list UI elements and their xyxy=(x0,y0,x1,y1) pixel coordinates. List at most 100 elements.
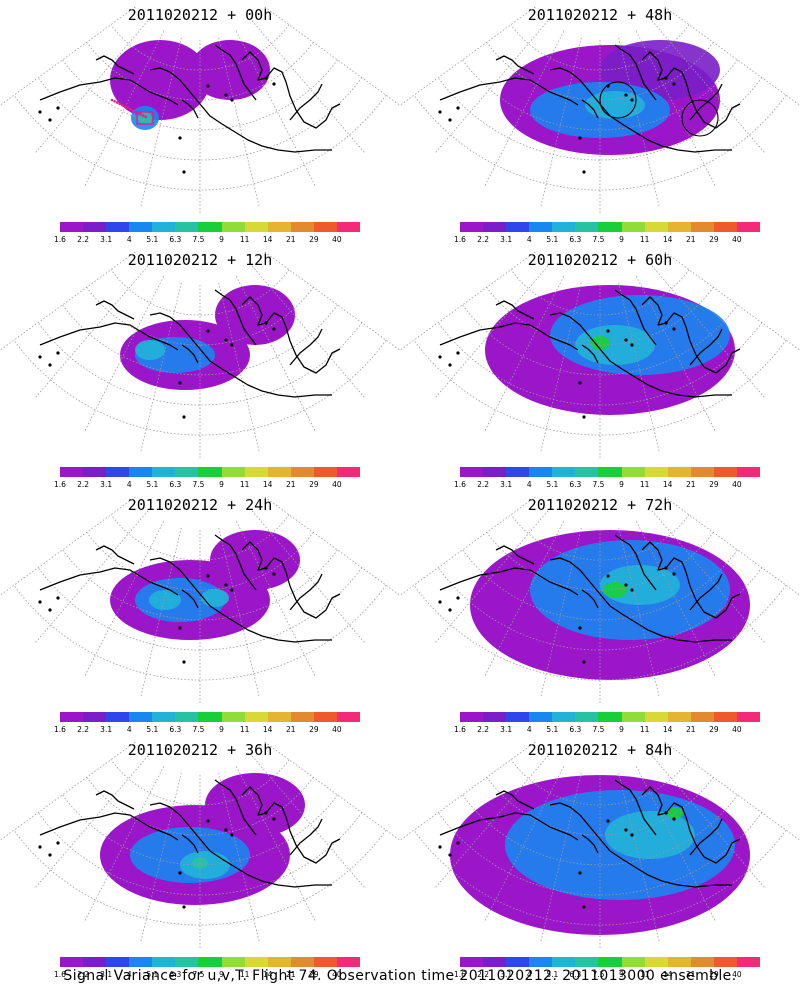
colorbar-segment xyxy=(460,712,484,722)
colorbar-label: 4 xyxy=(126,725,132,734)
colorbar-label: 4 xyxy=(526,235,532,244)
colorbar-segment xyxy=(313,467,337,477)
colorbar-segment xyxy=(460,467,484,477)
colorbar-segment xyxy=(106,222,130,232)
coastlines xyxy=(38,289,341,419)
field-contour xyxy=(210,530,300,590)
colorbar-label: 1.6 xyxy=(54,725,66,734)
colorbar-segment xyxy=(667,467,691,477)
forecast-panel: 2011020212 + 00h 1.6 2.2 3.1 4 5.1 6.3 7.5 9 11 14… xyxy=(0,0,400,245)
colorbar-segment xyxy=(267,222,291,232)
variance-field xyxy=(120,285,295,390)
colorbar-label: 11 xyxy=(639,725,650,734)
colorbar-segment xyxy=(198,712,222,722)
colorbar-labels: 1.6 2.2 3.1 4 5.1 6.3 7.5 9 11 14 21 29 40 xyxy=(454,970,760,980)
colorbar-label: 11 xyxy=(639,970,650,979)
panel-title: 2011020212 + 60h xyxy=(527,251,673,269)
colorbar-segment xyxy=(106,712,130,722)
colorbar-labels: 1.6 2.2 3.1 4 5.1 6.3 7.5 9 11 14 21 29 40 xyxy=(54,480,360,490)
colorbar-segment xyxy=(644,222,668,232)
field-contour xyxy=(149,590,181,610)
colorbar-segment xyxy=(336,467,361,477)
colorbar-segment xyxy=(152,712,176,722)
colorbar-label: 9 xyxy=(619,480,624,489)
panel-title: 2011020212 + 36h xyxy=(127,741,273,759)
colorbar-segment xyxy=(460,957,484,967)
panel-title: 2011020212 + 48h xyxy=(527,6,673,24)
field-contour xyxy=(110,40,210,120)
colorbar-label: 14 xyxy=(662,970,673,979)
colorbar-label: 9 xyxy=(619,235,624,244)
colorbar-label: 1.6 xyxy=(454,725,466,734)
colorbar-label: 29 xyxy=(709,480,719,489)
colorbar-label: 9 xyxy=(219,970,224,979)
coastlines xyxy=(438,289,741,419)
colorbar-label: 7.5 xyxy=(192,235,205,244)
colorbar-segment xyxy=(244,712,268,722)
variance-field xyxy=(110,530,300,640)
colorbar xyxy=(60,957,361,967)
colorbar-label: 5.1 xyxy=(546,480,559,489)
colorbar-label: 7.5 xyxy=(192,480,205,489)
colorbar-label: 21 xyxy=(285,725,296,734)
colorbar-label: 14 xyxy=(262,970,273,979)
field-contour xyxy=(205,773,305,837)
colorbar-label: 6.3 xyxy=(569,725,582,734)
colorbar-segment xyxy=(336,712,361,722)
colorbar-label: 2.2 xyxy=(477,725,490,734)
field-contour xyxy=(603,582,627,598)
colorbar-labels: 1.6 2.2 3.1 4 5.1 6.3 7.5 9 11 14 21 29 40 xyxy=(454,235,760,245)
colorbar-label: 3.1 xyxy=(500,725,513,734)
panel-title: 2011020212 + 72h xyxy=(527,496,673,514)
colorbar-segment xyxy=(690,222,714,232)
colorbar-label: 6.3 xyxy=(569,480,582,489)
colorbar-segment xyxy=(60,712,84,722)
colorbar-label: 6.3 xyxy=(169,235,182,244)
colorbar-label: 1.6 xyxy=(54,480,66,489)
colorbar-segment xyxy=(60,467,84,477)
colorbar-label: 6.3 xyxy=(569,970,582,979)
colorbar-segment xyxy=(483,222,507,232)
colorbar-label: 21 xyxy=(285,970,296,979)
colorbar-label: 29 xyxy=(709,725,719,734)
figure-caption: Signal Variance for u,v,T. Flight 74. Ob… xyxy=(63,968,737,984)
forecast-panel: 2011020212 + 48h 1.6 2.2 3.1 4 5.1 6.3 7.5 9 11 14… xyxy=(400,0,800,245)
colorbar-label: 14 xyxy=(262,235,273,244)
colorbar-segment xyxy=(83,957,107,967)
colorbar-segment xyxy=(198,222,222,232)
colorbar-segment xyxy=(598,467,622,477)
colorbar-segment xyxy=(244,957,268,967)
forecast-panel: 2011020212 + 24h 1.6 2.2 3.1 4 5.1 6.3 7.5 9 11 14… xyxy=(0,490,400,735)
colorbar-segment xyxy=(336,957,361,967)
colorbar-segment xyxy=(644,957,668,967)
polar-map xyxy=(400,251,800,460)
panel-title: 2011020212 + 12h xyxy=(127,251,273,269)
colorbar-segment xyxy=(575,222,599,232)
forecast-panel: 2011020212 + 84h 1.6 2.2 3.1 4 5.1 6.3 7.5 9 11 14… xyxy=(400,735,800,980)
colorbar-segment xyxy=(175,467,199,477)
colorbar-segment xyxy=(198,467,222,477)
colorbar-segment xyxy=(506,712,530,722)
colorbar-segment xyxy=(506,467,530,477)
colorbar-label: 5.1 xyxy=(546,725,559,734)
graticule xyxy=(400,6,800,215)
colorbar-labels: 1.6 2.2 3.1 4 5.1 6.3 7.5 9 11 14 21 29 40 xyxy=(54,725,360,735)
colorbar-segment xyxy=(60,957,84,967)
colorbar-label: 3.1 xyxy=(100,970,113,979)
colorbar-segment xyxy=(152,957,176,967)
colorbar-segment xyxy=(552,467,576,477)
coastlines xyxy=(438,534,741,664)
colorbar xyxy=(60,222,361,232)
colorbar-segment xyxy=(529,957,553,967)
colorbar-label: 2.2 xyxy=(77,970,90,979)
colorbar-segment xyxy=(529,467,553,477)
colorbar-segment xyxy=(221,222,245,232)
colorbar-segment xyxy=(106,957,130,967)
panel-title: 2011020212 + 00h xyxy=(127,6,273,24)
field-contour xyxy=(190,40,270,100)
colorbar-label: 21 xyxy=(685,970,696,979)
colorbar-label: 21 xyxy=(685,480,696,489)
colorbar-segment xyxy=(290,467,314,477)
colorbar-label: 11 xyxy=(239,725,250,734)
colorbar-label: 14 xyxy=(662,725,673,734)
